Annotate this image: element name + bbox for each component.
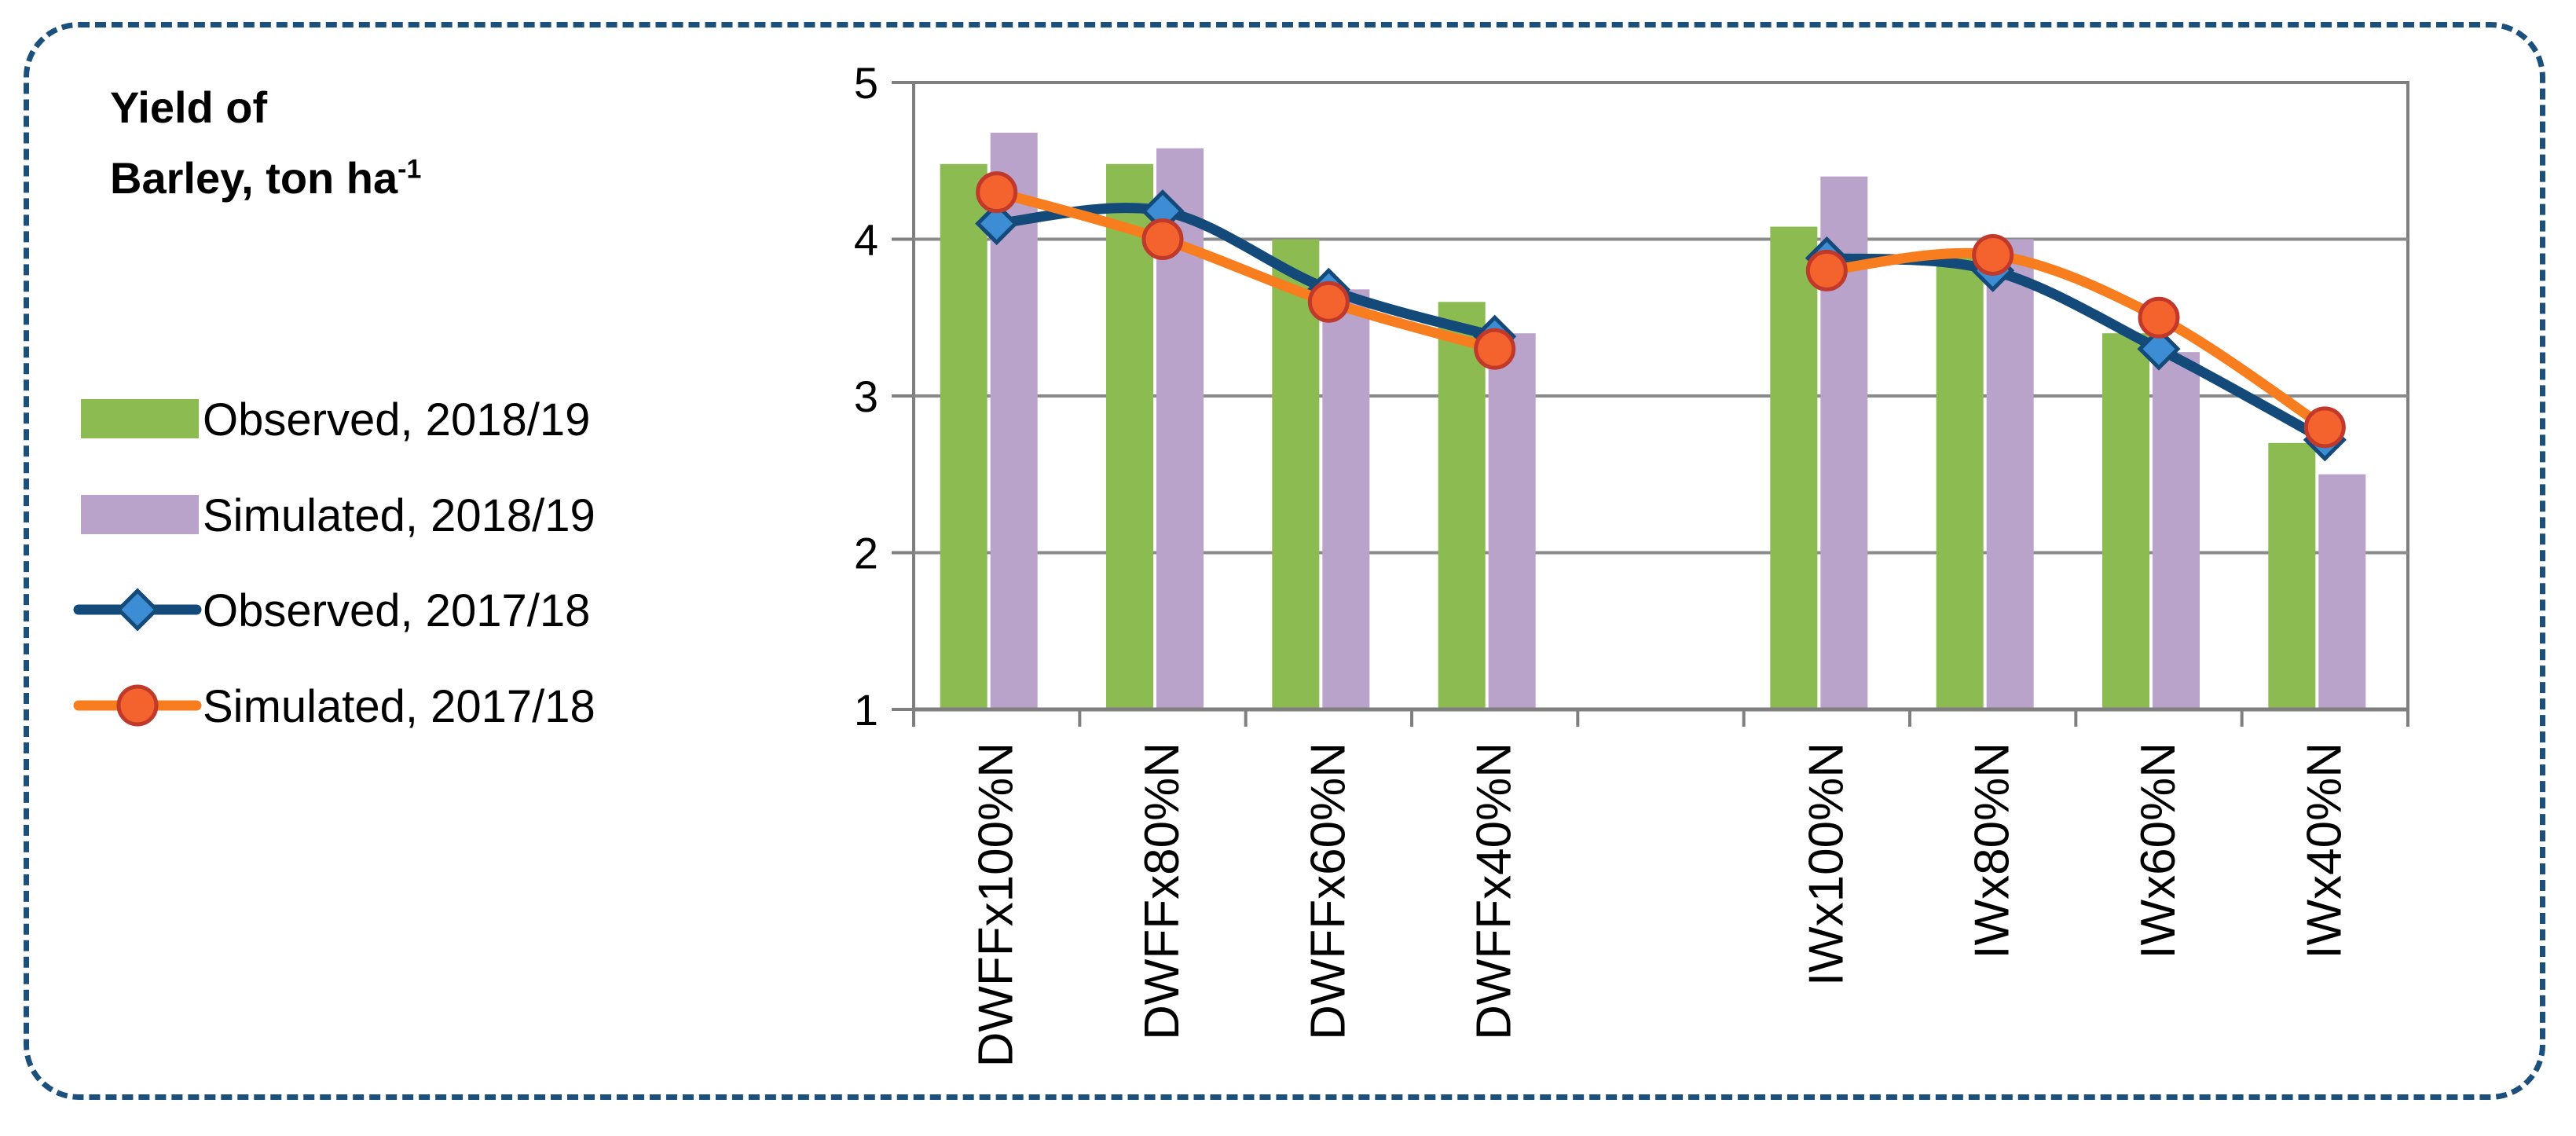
legend-swatch: [81, 399, 199, 438]
y-axis-title-line1: Yield of: [110, 82, 268, 132]
bar: [2102, 333, 2149, 709]
bar: [1106, 163, 1153, 710]
x-tick-label: IWx100%N: [1799, 742, 1853, 986]
y-axis-title-line2: Barley, ton ha-1: [110, 143, 421, 214]
line-point-marker: [1474, 328, 1516, 370]
y-tick-label: 5: [854, 58, 878, 108]
bar: [1438, 302, 1486, 709]
dashed-frame: [24, 22, 2545, 1100]
line-point-marker: [2303, 406, 2346, 449]
legend-marker: [116, 684, 159, 727]
line-point-marker: [975, 202, 1019, 246]
x-tick-label: IWx60%N: [2131, 742, 2186, 959]
x-tick-label: DWFFx100%N: [969, 742, 1024, 1067]
legend-swatch: [81, 495, 199, 534]
y-tick-label: 3: [854, 372, 878, 421]
bar: [1986, 239, 2034, 709]
x-tick-label: DWFFx60%N: [1301, 742, 1355, 1040]
bar: [2318, 474, 2366, 709]
y-axis-title-sup: -1: [398, 154, 422, 185]
legend-marker: [115, 588, 159, 632]
bar: [1770, 226, 1818, 709]
line-point-marker: [1307, 280, 1350, 323]
bar: [2268, 442, 2316, 709]
line-point-marker: [1141, 218, 1184, 260]
legend-label: Observed, 2017/18: [203, 585, 590, 636]
bar: [1272, 239, 1320, 709]
y-tick-label: 4: [854, 215, 878, 265]
series-line: [991, 187, 1501, 354]
line-point-marker: [2137, 327, 2181, 371]
bar: [1488, 333, 1536, 709]
line-point-marker: [1805, 249, 1848, 291]
series-line: [1821, 252, 2330, 445]
y-tick-label: 1: [854, 685, 878, 735]
bar: [2153, 352, 2200, 709]
y-tick-label: 2: [854, 529, 878, 578]
bar: [1322, 289, 1370, 710]
line-point-marker: [2138, 296, 2180, 339]
legend-label: Simulated, 2018/19: [203, 490, 595, 541]
x-tick-label: DWFFx80%N: [1135, 742, 1189, 1040]
line-point-marker: [1972, 233, 2014, 276]
series-line: [1821, 247, 2330, 433]
legend-label: Observed, 2018/19: [203, 394, 590, 445]
bar: [1936, 255, 1984, 709]
x-tick-label: DWFFx40%N: [1468, 742, 1522, 1040]
legend-label: Simulated, 2017/18: [203, 681, 595, 732]
x-tick-label: IWx40%N: [2297, 742, 2351, 959]
x-tick-label: IWx80%N: [1966, 742, 2020, 959]
line-point-marker: [976, 171, 1018, 214]
y-axis-title-text: Barley, ton ha: [110, 153, 398, 203]
y-axis-title: Yield of Barley, ton ha-1: [110, 72, 421, 214]
bar: [940, 163, 988, 710]
